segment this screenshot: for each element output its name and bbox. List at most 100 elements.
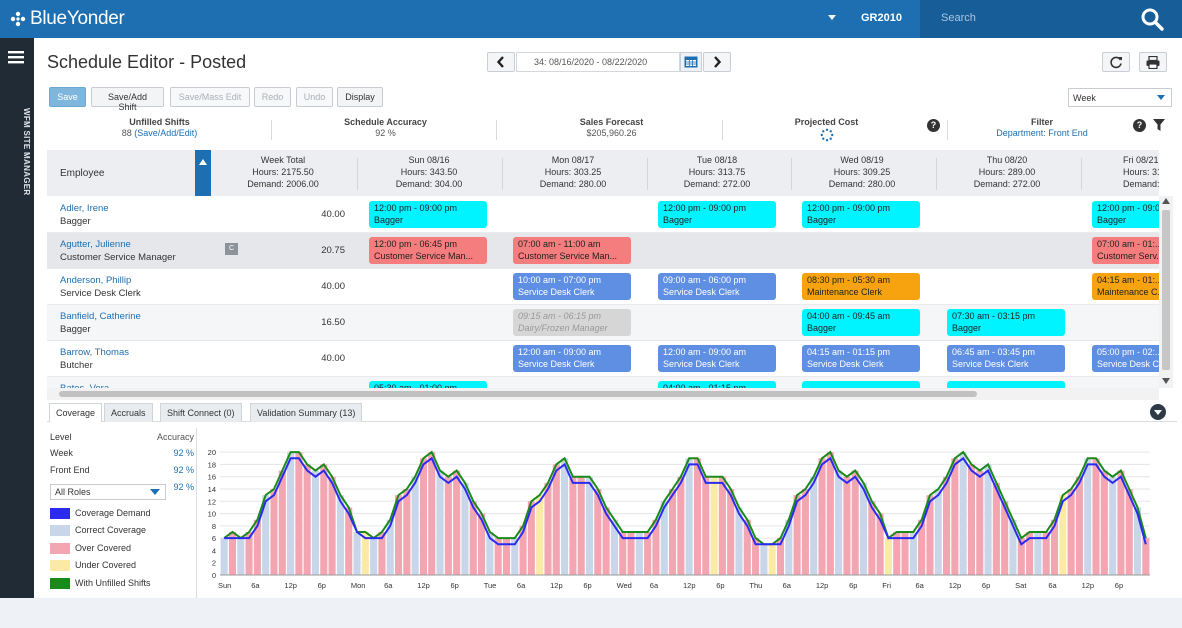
shift-block[interactable]: 07:30 am - 03:15 pm Bagger bbox=[947, 309, 1065, 336]
save-add-edit-link[interactable]: (Save/Add/Edit) bbox=[134, 128, 198, 138]
table-row[interactable]: Bates, Vera 05:30 am - 01:00 pm 04:00 am -… bbox=[47, 377, 1159, 388]
coverage-bar bbox=[1067, 489, 1075, 575]
shift-block[interactable]: 04:15 am - 01:... Maintenance C... bbox=[1092, 273, 1159, 300]
filter-department-link[interactable]: Department: Front End bbox=[996, 128, 1088, 138]
tab-validation-summary[interactable]: Validation Summary (13) bbox=[250, 403, 363, 422]
save-mass-edit-button[interactable]: Save/Mass Edit bbox=[170, 87, 250, 107]
org-dropdown-icon[interactable] bbox=[828, 15, 836, 20]
day-header[interactable]: Sun 08/16 Hours: 343.50 Demand: 304.00 bbox=[362, 154, 496, 190]
coverage-bar bbox=[370, 538, 378, 575]
shift-time: 09:15 am - 06:15 pm bbox=[518, 311, 602, 321]
coverage-bar bbox=[561, 458, 569, 575]
shift-block[interactable]: 12:00 pm - 09:00 pm Bagger bbox=[802, 201, 920, 228]
employee-column-header[interactable]: Employee bbox=[60, 168, 105, 179]
refresh-button[interactable] bbox=[1102, 52, 1130, 72]
shift-block[interactable]: 04:15 am - 01:15 pm Service Desk Clerk bbox=[802, 345, 920, 372]
horizontal-scrollbar[interactable] bbox=[47, 388, 1159, 400]
employee-name-link[interactable]: Anderson, Phillip bbox=[60, 275, 132, 286]
legend-label: Over Covered bbox=[75, 543, 132, 553]
shift-block[interactable]: 12:00 pm - 09:00 pm Bagger bbox=[658, 201, 776, 228]
coverage-bar bbox=[1125, 489, 1133, 575]
shift-block[interactable]: 12:00 pm - 09:00 pm Bagger bbox=[369, 201, 487, 228]
day-header[interactable]: Fri 08/21 Hours: 312.0 Demand: 294 bbox=[1099, 154, 1159, 190]
filter-help-icon[interactable]: ? bbox=[1133, 119, 1146, 132]
undo-button[interactable]: Undo bbox=[296, 87, 333, 107]
shift-block[interactable]: 06:45 am - 03:45 pm Service Desk Clerk bbox=[947, 345, 1065, 372]
save-add-shift-button[interactable]: Save/Add Shift bbox=[91, 87, 164, 112]
shift-block[interactable]: 09:00 am - 06:00 pm Service Desk Clerk bbox=[658, 273, 776, 300]
redo-button[interactable]: Redo bbox=[254, 87, 291, 107]
day-header[interactable]: Mon 08/17 Hours: 303.25 Demand: 280.00 bbox=[506, 154, 640, 190]
shift-time: 08:30 pm - 05:30 am bbox=[807, 275, 891, 285]
day-header[interactable]: Thu 08/20 Hours: 289.00 Demand: 272.00 bbox=[940, 154, 1074, 190]
search-box[interactable]: Search bbox=[920, 0, 1182, 38]
role-select[interactable]: All Roles bbox=[50, 484, 166, 500]
coverage-bar bbox=[835, 470, 843, 575]
next-week-button[interactable] bbox=[703, 52, 731, 72]
view-select[interactable]: Week bbox=[1068, 88, 1172, 107]
help-icon[interactable]: ? bbox=[927, 119, 940, 132]
vertical-scroll-thumb[interactable] bbox=[1162, 210, 1170, 370]
table-row[interactable]: Banfield, Catherine Bagger 16.50 09:15 am -… bbox=[47, 305, 1159, 341]
calendar-button[interactable] bbox=[680, 52, 702, 72]
day-demand: Demand: 294 bbox=[1123, 179, 1159, 189]
shift-block[interactable]: 05:00 pm - 02:... Service Desk C... bbox=[1092, 345, 1159, 372]
scroll-down-icon[interactable] bbox=[1162, 378, 1170, 384]
tab-coverage[interactable]: Coverage bbox=[49, 403, 103, 422]
coverage-bar bbox=[702, 476, 710, 575]
tab-accruals[interactable]: Accruals bbox=[104, 403, 153, 422]
table-row[interactable]: Barrow, Thomas Butcher 40.00 12:00 am - 09:… bbox=[47, 341, 1159, 377]
day-header[interactable]: Week Total Hours: 2175.50 Demand: 2006.0… bbox=[217, 154, 349, 190]
vertical-scrollbar[interactable] bbox=[1159, 196, 1173, 388]
shift-block[interactable] bbox=[802, 381, 920, 388]
brand-logo[interactable]: BlueYonder bbox=[9, 8, 125, 30]
search-input[interactable]: Search bbox=[941, 12, 976, 24]
employee-name-link[interactable]: Bates, Vera bbox=[60, 383, 109, 388]
shift-block[interactable]: 05:30 am - 01:00 pm bbox=[369, 381, 487, 388]
employee-name-link[interactable]: Barrow, Thomas bbox=[60, 347, 129, 358]
shift-block[interactable]: 12:00 am - 09:00 am Service Desk Clerk bbox=[513, 345, 631, 372]
date-range-field[interactable]: 34: 08/16/2020 - 08/22/2020 bbox=[516, 52, 680, 72]
coverage-bar bbox=[826, 452, 834, 575]
display-button[interactable]: Display bbox=[337, 87, 383, 107]
comment-badge[interactable]: C bbox=[225, 243, 238, 255]
save-button[interactable]: Save bbox=[49, 87, 86, 107]
scroll-up-icon[interactable] bbox=[1162, 198, 1170, 204]
shift-block[interactable]: 10:00 am - 07:00 pm Service Desk Clerk bbox=[513, 273, 631, 300]
shift-block[interactable]: 12:00 am - 09:00 am Service Desk Clerk bbox=[658, 345, 776, 372]
table-row[interactable]: Adler, Irene Bagger 40.00 12:00 pm - 09:00 … bbox=[47, 197, 1159, 233]
shift-role: Bagger bbox=[374, 215, 404, 225]
employee-name-link[interactable]: Adler, Irene bbox=[60, 203, 109, 214]
shift-block[interactable]: 04:00 am - 09:45 am Bagger bbox=[802, 309, 920, 336]
shift-block[interactable]: 09:15 am - 06:15 pm Dairy/Frozen Manager bbox=[513, 309, 631, 336]
tab-shift-connect[interactable]: Shift Connect (0) bbox=[160, 403, 242, 422]
shift-block[interactable]: 12:00 pm - 09:00 pm Bagger bbox=[1092, 201, 1159, 228]
rail-label[interactable]: WFM SITE MANAGER bbox=[22, 108, 31, 196]
shift-block[interactable]: 04:00 am - 01:15 pm bbox=[658, 381, 776, 388]
shift-block[interactable]: 12:00 pm - 06:45 pm Customer Service Man.… bbox=[369, 237, 487, 264]
shift-block[interactable]: 07:00 am - 11:00 am Customer Service Man.… bbox=[513, 237, 631, 264]
search-icon[interactable] bbox=[1140, 7, 1164, 31]
divider bbox=[357, 158, 358, 190]
day-header[interactable]: Wed 08/19 Hours: 309.25 Demand: 280.00 bbox=[795, 154, 929, 190]
coverage-bar bbox=[569, 476, 577, 575]
day-header[interactable]: Tue 08/18 Hours: 313.75 Demand: 272.00 bbox=[650, 154, 784, 190]
level-name: Front End bbox=[50, 465, 90, 475]
shift-block[interactable] bbox=[947, 381, 1065, 388]
filter-icon[interactable] bbox=[1153, 119, 1165, 131]
table-row[interactable]: Agutter, Julienne Customer Service Manage… bbox=[47, 233, 1159, 269]
day-name: Sun 08/16 bbox=[408, 155, 450, 165]
horizontal-scroll-thumb[interactable] bbox=[59, 391, 977, 397]
employee-name-link[interactable]: Banfield, Catherine bbox=[60, 311, 141, 322]
employee-name-link[interactable]: Agutter, Julienne bbox=[60, 239, 131, 250]
shift-block[interactable]: 08:30 pm - 05:30 am Maintenance Clerk bbox=[802, 273, 920, 300]
coverage-bar bbox=[644, 532, 652, 575]
print-button[interactable] bbox=[1139, 52, 1167, 72]
table-row[interactable]: Anderson, Phillip Service Desk Clerk 40.00… bbox=[47, 269, 1159, 305]
sort-ascending-icon[interactable] bbox=[195, 150, 211, 196]
shift-block[interactable]: 07:00 am - 01:... Customer Serv... bbox=[1092, 237, 1159, 264]
hamburger-menu-icon[interactable] bbox=[8, 50, 24, 64]
org-selector[interactable]: GR2010 bbox=[861, 12, 902, 24]
collapse-panel-button[interactable] bbox=[1150, 404, 1166, 420]
prev-week-button[interactable] bbox=[487, 52, 515, 72]
